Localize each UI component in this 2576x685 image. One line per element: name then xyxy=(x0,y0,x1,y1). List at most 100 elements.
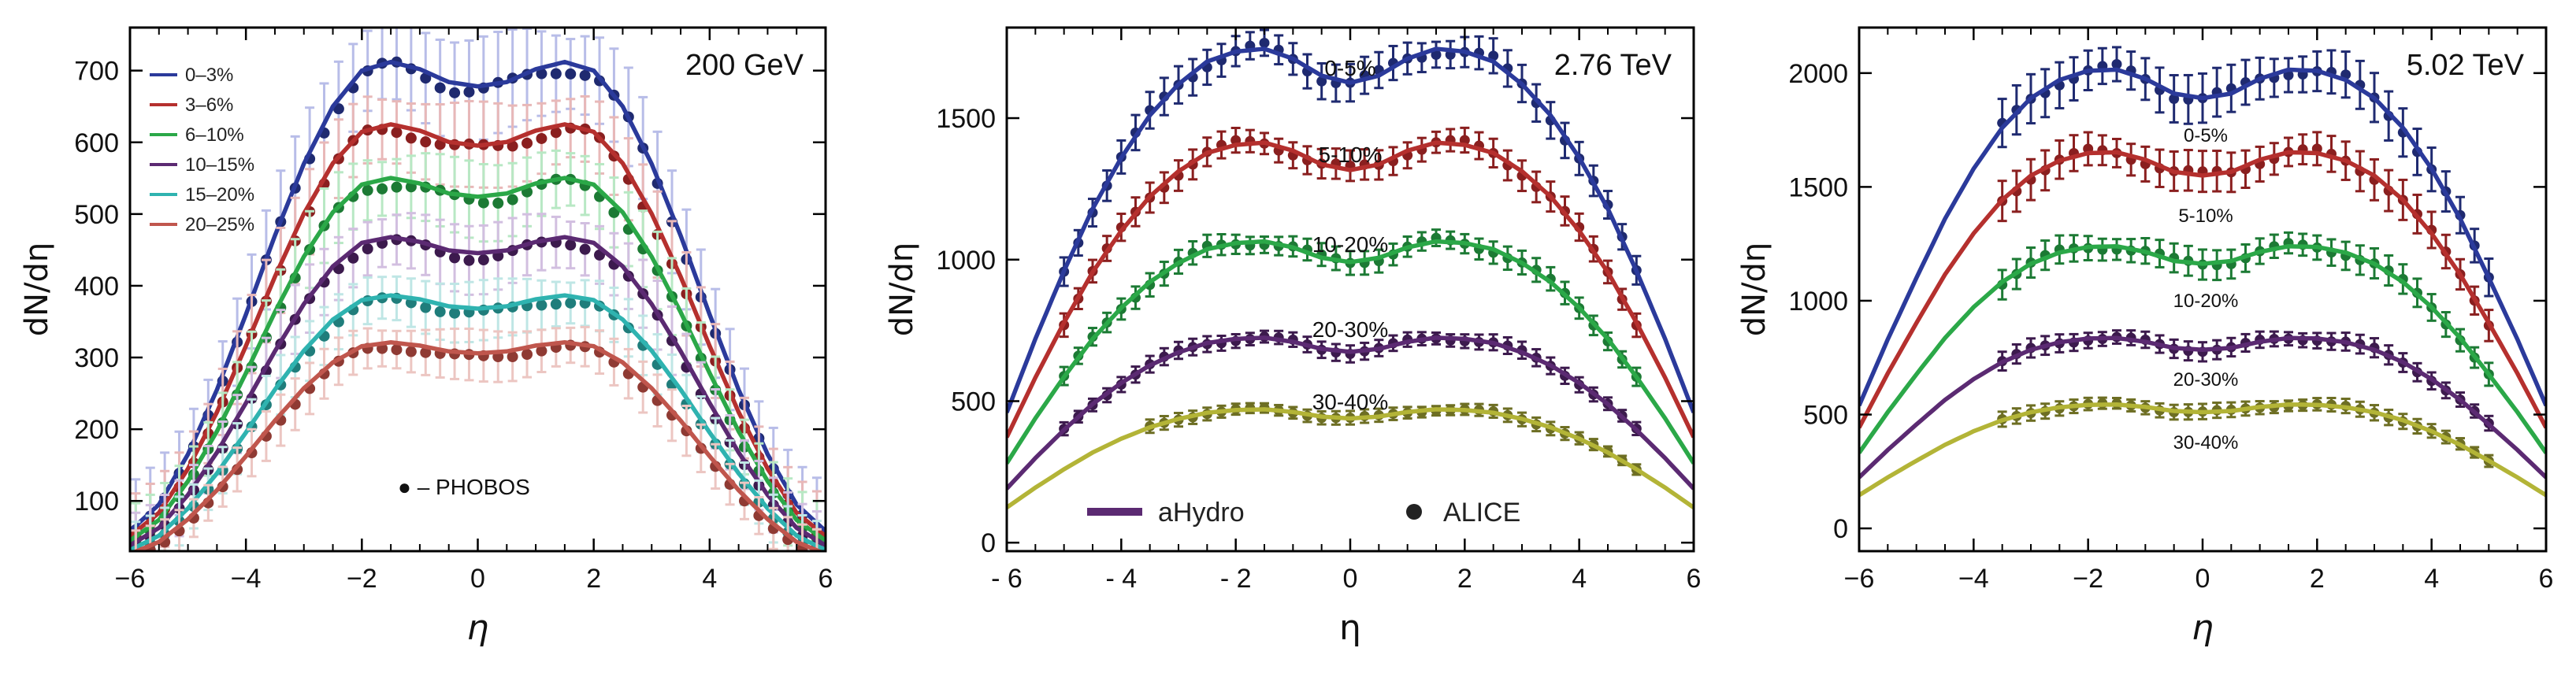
plot-frame xyxy=(1005,26,1695,553)
x-tick-label: 0 xyxy=(1343,564,1358,594)
data-point xyxy=(434,305,446,317)
centrality-label: 5-10% xyxy=(2178,206,2233,227)
y-tick-label: 1500 xyxy=(936,104,996,134)
data-point xyxy=(579,243,591,255)
y-tick-label: 1500 xyxy=(1788,172,1848,202)
energy-label: 5.02 TeV xyxy=(2407,49,2525,82)
x-tick-label: 4 xyxy=(1572,564,1587,594)
data-point xyxy=(463,254,475,266)
data-point xyxy=(522,137,533,149)
legend-label: 10–15% xyxy=(185,154,254,176)
plot-area xyxy=(1859,46,2546,498)
legend-label-data: ALICE xyxy=(1443,498,1520,528)
energy-label: 2.76 TeV xyxy=(1554,49,1672,82)
data-point xyxy=(405,132,417,144)
data-point xyxy=(347,252,359,264)
x-axis-title: η xyxy=(1339,608,1361,648)
error-bar xyxy=(811,528,822,551)
data-point xyxy=(536,345,547,357)
data-point xyxy=(507,351,518,363)
centrality-label: 0-5% xyxy=(2184,125,2228,146)
data-point xyxy=(449,87,461,98)
series-line-4 xyxy=(1859,335,2546,480)
phobos-note: ● – PHOBOS xyxy=(398,475,530,499)
x-tick-label: 2 xyxy=(1457,564,1472,594)
data-point xyxy=(550,68,562,80)
data-point xyxy=(536,132,547,144)
legend-label-model: aHydro xyxy=(1158,498,1245,528)
x-tick-label: 6 xyxy=(1687,564,1702,594)
legend-label: 6–10% xyxy=(185,124,244,146)
y-tick-label: 100 xyxy=(74,487,119,517)
data-point xyxy=(608,206,620,218)
data-point xyxy=(391,127,403,139)
y-tick-label: 700 xyxy=(74,57,119,87)
series-line-1 xyxy=(1859,67,2546,407)
y-axis-title: dN/dη xyxy=(19,243,55,337)
data-point xyxy=(405,346,417,357)
y-tick-label: 500 xyxy=(951,387,996,417)
data-point xyxy=(391,181,403,193)
centrality-label: 10-20% xyxy=(1312,232,1389,257)
data-point xyxy=(507,194,518,206)
data-point xyxy=(536,68,547,80)
data-point xyxy=(1431,49,1442,60)
x-tick-label: 2 xyxy=(2310,564,2325,594)
x-tick-label: 0 xyxy=(2196,564,2210,594)
x-axis-title: η xyxy=(467,608,489,648)
data-point xyxy=(507,140,518,152)
legend-label: 15–20% xyxy=(185,184,254,206)
data-point xyxy=(1316,76,1327,87)
series-line-1 xyxy=(130,59,826,533)
series-line-3 xyxy=(1007,239,1694,465)
series-line-2 xyxy=(1859,150,2546,429)
x-tick-label: 2 xyxy=(586,564,601,594)
data-point xyxy=(536,299,547,311)
x-tick-label: 4 xyxy=(2424,564,2439,594)
centrality-label: 0-5% xyxy=(1324,56,1375,80)
y-tick-label: 2000 xyxy=(1788,59,1848,89)
data-point xyxy=(362,184,373,196)
series-line-4 xyxy=(130,235,826,547)
y-tick-label: 200 xyxy=(74,415,119,445)
data-point xyxy=(420,302,432,313)
data-point xyxy=(449,307,461,319)
data-point xyxy=(449,252,461,264)
series-line-5 xyxy=(130,293,826,551)
series-line-6 xyxy=(131,340,825,551)
y-tick-label: 500 xyxy=(74,200,119,230)
data-point xyxy=(550,298,562,310)
data-point xyxy=(362,243,373,254)
centrality-label: 20-30% xyxy=(1312,317,1389,342)
centrality-label: 5-10% xyxy=(1319,143,1383,167)
y-axis-title: dN/dη xyxy=(884,243,920,337)
x-tick-label: −4 xyxy=(231,564,262,594)
series-line-5 xyxy=(1007,407,1694,509)
y-axis-title: dN/dη xyxy=(1736,243,1772,337)
centrality-label: 30-40% xyxy=(2173,432,2239,454)
centrality-labels-3: 0-5% 5-10% 10-20% 20-30% 30-40% xyxy=(2173,125,2239,454)
data-point xyxy=(2111,59,2122,70)
legend: 0–3% 3–6% 6–10% 10–15% 15–20% 20–25% ● – PHOBO… xyxy=(150,65,530,499)
data-point xyxy=(377,183,388,194)
y-tick-label: 0 xyxy=(981,528,996,558)
centrality-label: 30-40% xyxy=(1312,390,1389,414)
data-point xyxy=(434,82,446,94)
x-tick-label: −6 xyxy=(1844,564,1875,594)
data-point xyxy=(2169,93,2180,104)
x-tick-label: - 2 xyxy=(1220,564,1252,594)
y-tick-label: 400 xyxy=(74,272,119,302)
chart-panel-1: −6 −4 −2 0 2 4 6 100 200 300 400 500 600 700 η dN/dη 200… xyxy=(19,26,833,648)
x-tick-label: −2 xyxy=(2073,564,2103,594)
data-point xyxy=(579,69,591,81)
x-tick-label: 4 xyxy=(702,564,717,594)
series-line-2 xyxy=(130,122,826,539)
y-tick-label: 1000 xyxy=(1788,287,1848,317)
plot-area xyxy=(1007,28,1694,509)
data-point xyxy=(420,72,432,84)
data-point xyxy=(550,127,562,139)
x-tick-label: 6 xyxy=(818,564,833,594)
data-point xyxy=(391,344,403,356)
centrality-label: 10-20% xyxy=(2173,291,2239,312)
